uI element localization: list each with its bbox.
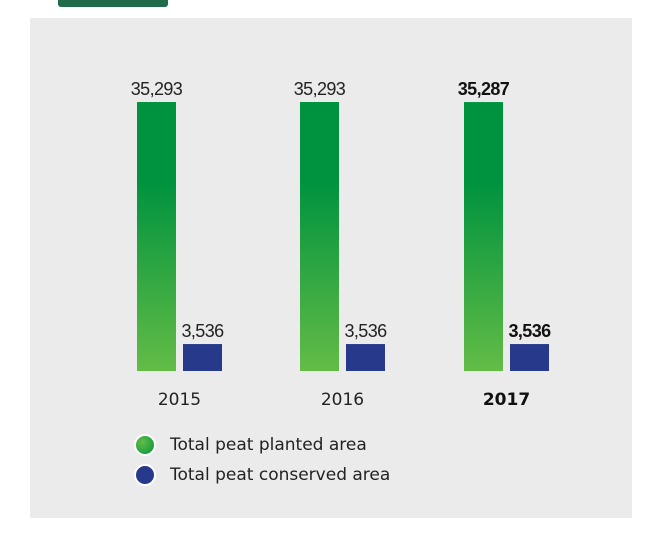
bar-planted-2017	[464, 102, 503, 372]
category-label-2016: 2016	[321, 390, 364, 410]
bar-conserved-2015	[183, 344, 222, 371]
chart-legend: Total peat planted area Total peat conse…	[134, 430, 390, 490]
category-label-2017: 2017	[483, 390, 530, 410]
legend-item-planted: Total peat planted area	[134, 430, 390, 460]
category-label-2015: 2015	[158, 390, 201, 410]
green-circle-icon	[134, 434, 156, 456]
data-label-planted-2015: 35,293	[131, 79, 183, 99]
top-accent-strip	[58, 0, 168, 7]
data-label-planted-2016: 35,293	[294, 79, 346, 99]
data-label-conserved-2016: 3,536	[344, 321, 387, 341]
bar-planted-2016	[300, 102, 339, 371]
data-label-conserved-2017: 3,536	[508, 321, 551, 341]
legend-item-conserved: Total peat conserved area	[134, 460, 390, 490]
legend-label: Total peat conserved area	[170, 465, 391, 485]
navy-circle-icon	[134, 464, 156, 486]
data-label-planted-2017: 35,287	[458, 79, 510, 99]
legend-label: Total peat planted area	[170, 435, 367, 455]
data-label-conserved-2015: 3,536	[181, 321, 224, 341]
bar-conserved-2016	[346, 344, 385, 371]
bar-conserved-2017	[510, 344, 549, 371]
bar-planted-2015	[137, 102, 176, 371]
